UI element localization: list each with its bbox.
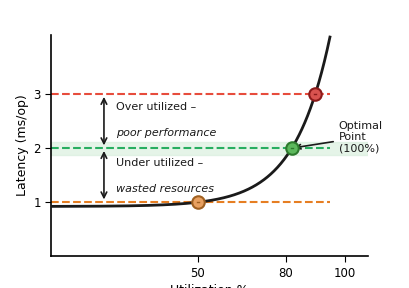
Text: Under utilized –: Under utilized – — [116, 158, 203, 168]
Text: Optimal
Point
(100%): Optimal Point (100%) — [297, 121, 383, 154]
Text: Over utilized –: Over utilized – — [116, 102, 196, 112]
Text: wasted resources: wasted resources — [116, 184, 213, 194]
Y-axis label: Latency (ms/op): Latency (ms/op) — [16, 94, 29, 196]
Bar — [51, 142, 368, 155]
Text: poor performance: poor performance — [116, 128, 216, 138]
X-axis label: Utilization %: Utilization % — [170, 284, 249, 288]
